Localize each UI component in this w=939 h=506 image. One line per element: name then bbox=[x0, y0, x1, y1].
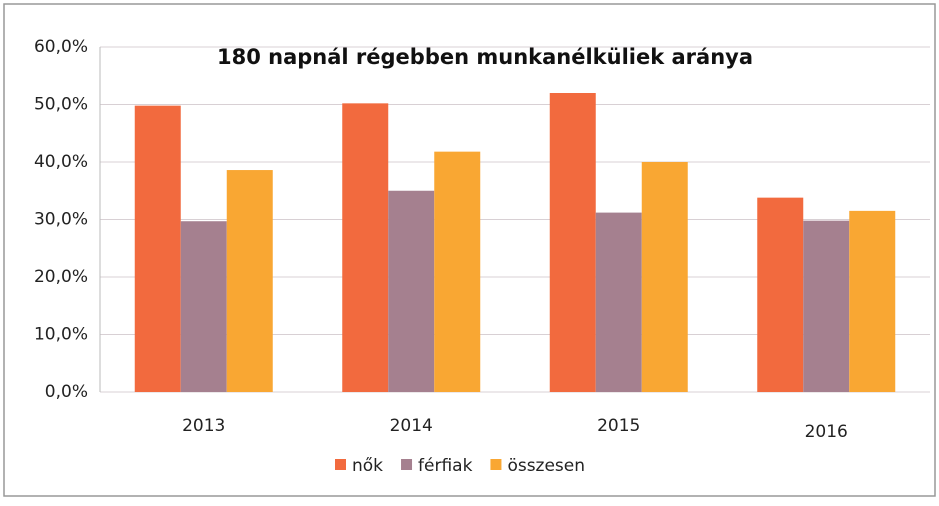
bar bbox=[757, 197, 804, 392]
y-tick-label: 0,0% bbox=[45, 382, 88, 402]
legend-swatch bbox=[490, 459, 502, 470]
chart-title: 180 napnál régebben munkanélküliek arány… bbox=[217, 45, 753, 69]
bar bbox=[342, 103, 389, 392]
y-tick-label: 30,0% bbox=[34, 210, 88, 230]
x-tick-label: 2016 bbox=[805, 422, 848, 442]
bar bbox=[641, 162, 688, 392]
legend-label: összesen bbox=[507, 456, 585, 476]
x-tick-label: 2014 bbox=[390, 416, 433, 436]
x-tick-label: 2015 bbox=[597, 416, 640, 436]
bar bbox=[226, 170, 273, 392]
bar bbox=[595, 212, 642, 392]
y-tick-label: 50,0% bbox=[34, 95, 88, 115]
x-tick-label: 2013 bbox=[182, 416, 225, 436]
legend-swatch bbox=[335, 459, 346, 470]
bar bbox=[134, 105, 181, 393]
bar bbox=[434, 151, 481, 392]
bar bbox=[803, 220, 850, 392]
y-tick-label: 10,0% bbox=[34, 325, 88, 345]
y-tick-label: 40,0% bbox=[34, 152, 88, 172]
bar bbox=[180, 221, 227, 392]
bar bbox=[388, 190, 435, 392]
bar bbox=[849, 210, 896, 392]
legend-label: nők bbox=[352, 456, 383, 476]
legend-swatch bbox=[401, 459, 413, 470]
bar bbox=[549, 93, 596, 392]
y-tick-label: 20,0% bbox=[34, 267, 88, 287]
legend-label: férfiak bbox=[418, 456, 473, 476]
y-tick-label: 60,0% bbox=[34, 37, 88, 57]
